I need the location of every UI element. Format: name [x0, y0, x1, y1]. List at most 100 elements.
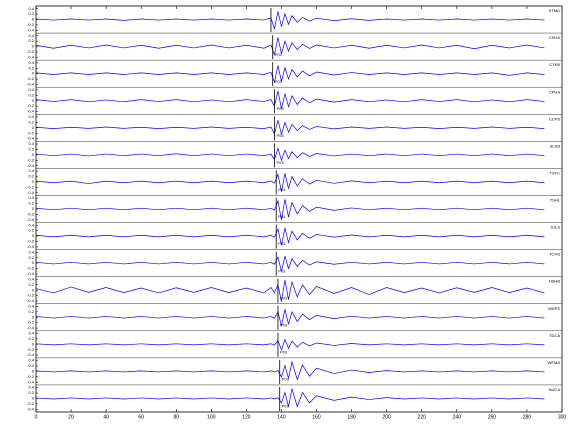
- pick-label: P03: [278, 268, 286, 273]
- waveform: [35, 147, 545, 162]
- y-tick-label: 0: [32, 396, 35, 401]
- pick-label: P03: [278, 214, 286, 219]
- station-label: CCPS: [549, 116, 560, 121]
- y-tick-label: 0.2: [28, 38, 34, 43]
- y-tick-label: 0.4: [28, 141, 34, 146]
- waveform: [35, 309, 545, 327]
- waveform: [35, 256, 545, 272]
- y-tick-label: -0.2: [27, 49, 35, 54]
- x-tick-label: 300: [558, 414, 567, 420]
- y-tick-label: 0: [32, 287, 35, 292]
- y-tick-label: 0.2: [28, 309, 34, 314]
- y-tick-label: -0.4: [27, 379, 35, 384]
- y-tick-label: -0.4: [27, 352, 35, 357]
- y-tick-label: 0.4: [28, 60, 34, 65]
- y-tick-label: 0.4: [28, 87, 34, 92]
- pick-label: P03: [282, 377, 290, 382]
- y-tick-label: 0.2: [28, 201, 34, 206]
- y-tick-label: 0.2: [28, 336, 34, 341]
- waveform: [35, 173, 545, 192]
- x-tick-label: 100: [207, 414, 216, 420]
- station-label: TSTC: [550, 170, 561, 175]
- y-tick-label: -0.2: [27, 266, 35, 271]
- pick-label: P03: [276, 160, 284, 165]
- pick-label: P03: [275, 79, 283, 84]
- x-tick-label: 220: [418, 414, 427, 420]
- y-tick-label: 0.4: [28, 195, 34, 200]
- y-tick-label: -0.2: [27, 401, 35, 406]
- y-tick-label: 0: [32, 179, 35, 184]
- y-tick-label: -0.2: [27, 374, 35, 379]
- y-tick-label: 0: [32, 125, 35, 130]
- y-tick-label: -0.2: [27, 130, 35, 135]
- y-tick-label: 0: [32, 260, 35, 265]
- y-tick-label: 0: [32, 17, 35, 22]
- y-tick-label: 0.4: [28, 168, 34, 173]
- y-tick-label: 0: [32, 341, 35, 346]
- y-tick-label: -0.4: [27, 82, 35, 87]
- y-tick-label: -0.2: [27, 76, 35, 81]
- y-tick-label: 0.2: [28, 65, 34, 70]
- waveform: [35, 388, 545, 408]
- y-tick-label: 0.4: [28, 222, 34, 227]
- y-tick-label: 0.2: [28, 363, 34, 368]
- y-tick-label: -0.4: [27, 217, 35, 222]
- y-tick-label: 0: [32, 44, 35, 49]
- y-tick-label: 0.2: [28, 147, 34, 152]
- y-tick-label: -0.2: [27, 293, 35, 298]
- station-label: TCHS: [549, 252, 560, 257]
- y-tick-label: 0.4: [28, 6, 34, 11]
- x-tick-label: 60: [138, 414, 144, 420]
- y-tick-label: 0.4: [28, 304, 34, 309]
- y-tick-label: 0.4: [28, 331, 34, 336]
- y-tick-label: -0.4: [27, 163, 35, 168]
- x-tick-label: 180: [347, 414, 356, 420]
- y-tick-label: 0: [32, 233, 35, 238]
- y-tick-label: 0.2: [28, 11, 34, 16]
- y-tick-label: -0.2: [27, 157, 35, 162]
- x-tick-label: 280: [523, 414, 532, 420]
- y-tick-label: 0.2: [28, 119, 34, 124]
- y-tick-label: 0: [32, 71, 35, 76]
- y-tick-label: 0.2: [28, 174, 34, 179]
- x-tick-label: 80: [173, 414, 179, 420]
- y-tick-label: 0.2: [28, 228, 34, 233]
- y-tick-label: -0.4: [27, 406, 35, 411]
- station-label: CPHA: [549, 89, 560, 94]
- y-tick-label: -0.4: [27, 271, 35, 276]
- station-label: TDCA: [549, 333, 560, 338]
- x-tick-label: 260: [488, 414, 497, 420]
- pick-label: P03: [276, 133, 284, 138]
- y-tick-label: -0.4: [27, 54, 35, 59]
- y-tick-label: -0.4: [27, 190, 35, 195]
- x-tick-label: 240: [453, 414, 462, 420]
- pick-label: P03: [280, 350, 288, 355]
- y-tick-label: -0.4: [27, 27, 35, 32]
- y-tick-label: 0.4: [28, 385, 34, 390]
- y-tick-label: 0.2: [28, 255, 34, 260]
- waveform: [35, 120, 545, 136]
- y-tick-label: -0.2: [27, 320, 35, 325]
- station-label: SJLS: [550, 225, 560, 230]
- y-tick-label: -0.4: [27, 244, 35, 249]
- x-tick-label: 40: [103, 414, 109, 420]
- y-tick-label: -0.2: [27, 103, 35, 108]
- waveform: [35, 227, 545, 246]
- y-tick-label: -0.2: [27, 22, 35, 27]
- waveform: [35, 199, 545, 220]
- station-label: STMD: [549, 8, 560, 13]
- y-tick-label: 0: [32, 98, 35, 103]
- pick-label: P03: [280, 322, 288, 327]
- y-tick-label: -0.2: [27, 239, 35, 244]
- station-label: CTKB: [549, 62, 560, 67]
- x-tick-label: 20: [68, 414, 74, 420]
- y-tick-label: 0: [32, 368, 35, 373]
- pick-label: P03: [275, 52, 283, 57]
- y-tick-label: -0.4: [27, 109, 35, 114]
- y-tick-label: -0.2: [27, 184, 35, 189]
- y-tick-label: -0.2: [27, 211, 35, 216]
- y-tick-label: -0.4: [27, 298, 35, 303]
- station-label: WKPS: [548, 306, 560, 311]
- y-tick-label: 0.2: [28, 282, 34, 287]
